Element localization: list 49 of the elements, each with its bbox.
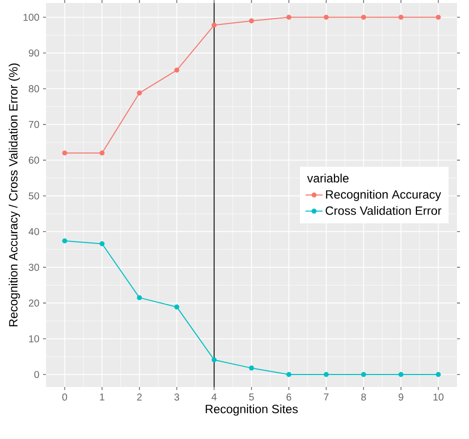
x-tick-label: 8	[361, 394, 366, 401]
y-tick-label: 10	[29, 335, 40, 342]
point	[212, 22, 217, 28]
x-tick-label: 1	[100, 394, 104, 400]
point	[136, 295, 142, 300]
point	[249, 18, 254, 24]
point	[398, 372, 404, 377]
x-tick-label: 4	[212, 394, 217, 400]
point	[361, 14, 366, 20]
y-tick-label: 90	[28, 49, 40, 57]
point	[286, 14, 292, 20]
legend-label: Recognition Accuracy	[326, 190, 442, 202]
point	[174, 68, 180, 73]
point	[324, 372, 329, 377]
x-tick-label: 6	[286, 394, 292, 401]
point	[136, 90, 142, 96]
y-tick-label: 0	[34, 370, 40, 378]
point	[436, 14, 441, 20]
x-tick-label: 2	[137, 394, 142, 400]
y-tick-label: 20	[28, 300, 40, 307]
point	[62, 150, 68, 156]
point	[62, 238, 68, 244]
point	[212, 357, 217, 362]
point	[436, 372, 441, 377]
point	[100, 241, 105, 246]
x-tick-label: 10	[434, 394, 444, 401]
y-tick-label: 50	[28, 192, 40, 200]
point	[361, 372, 366, 377]
x-tick-label: 0	[62, 394, 68, 401]
point	[324, 14, 329, 20]
x-tick-label: 9	[398, 394, 404, 401]
y-tick-label: 70	[28, 120, 40, 128]
point	[100, 150, 105, 156]
y-tick-label: 100	[24, 14, 40, 21]
legend-label: Cross Validation Error	[326, 206, 442, 215]
legend-title: variable	[307, 174, 349, 183]
y-tick-label: 40	[28, 228, 40, 236]
point	[174, 304, 180, 310]
point	[286, 372, 292, 377]
y-axis-title: Recognition Accuracy / Cross Validation Error (%)	[8, 64, 20, 326]
point	[249, 366, 254, 371]
x-tick-label: 3	[174, 394, 180, 401]
y-tick-label: 80	[28, 85, 40, 92]
point	[398, 14, 404, 20]
y-tick-label: 60	[28, 156, 40, 164]
x-axis-title: Recognition Sites	[206, 404, 298, 416]
x-tick-label: 5	[249, 394, 254, 400]
y-tick-label: 30	[28, 264, 40, 271]
x-tick-label: 7	[324, 394, 329, 400]
